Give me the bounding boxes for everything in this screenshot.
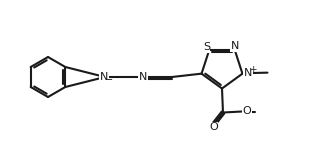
Text: S: S [203, 42, 210, 52]
Text: −: − [105, 76, 113, 86]
Text: +: + [249, 65, 256, 74]
Text: N: N [100, 72, 108, 82]
Text: O: O [243, 107, 251, 117]
Text: N: N [230, 41, 239, 51]
Text: N: N [139, 72, 147, 82]
Text: N: N [244, 68, 252, 78]
Text: O: O [209, 122, 218, 132]
